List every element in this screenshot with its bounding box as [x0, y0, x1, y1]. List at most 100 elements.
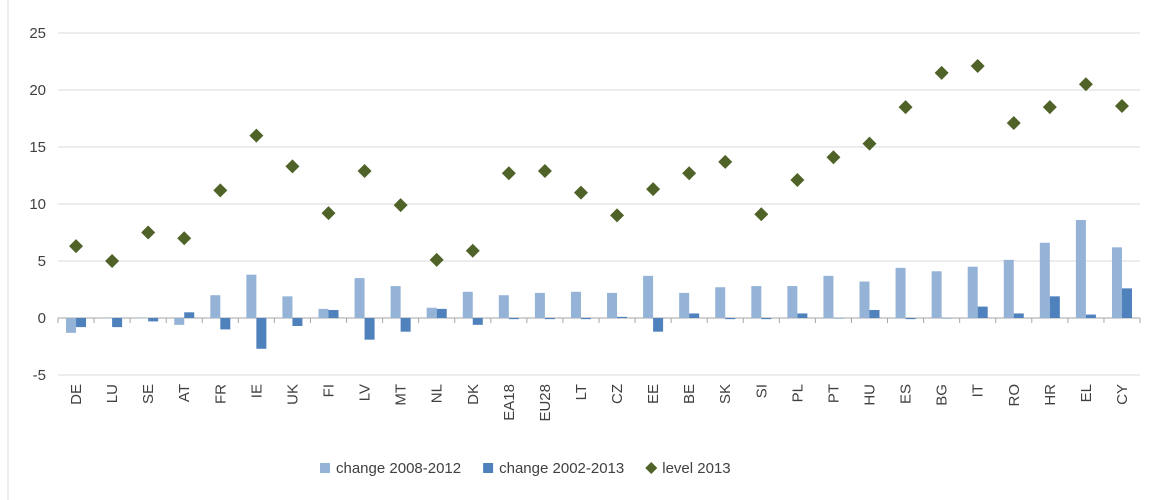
bar-change-2002-2013	[977, 306, 988, 318]
x-category-label: ES	[898, 384, 915, 404]
level-2013-point	[177, 231, 192, 246]
bar-change-2002-2013	[1013, 313, 1024, 318]
bar-change-2002-2013	[112, 318, 123, 328]
x-category-label: RO	[1006, 384, 1023, 407]
bar-change-2002-2013	[436, 308, 447, 318]
bar-change-2008-2012	[210, 295, 221, 318]
level-2013-point	[718, 154, 733, 169]
x-category-label: IT	[970, 384, 987, 397]
bar-change-2002-2013	[580, 318, 591, 320]
x-category-label: LT	[573, 384, 590, 400]
bar-change-2008-2012	[174, 318, 185, 325]
bar-change-2008-2012	[354, 278, 365, 318]
bar-change-2002-2013	[797, 313, 808, 318]
y-tick-label: 10	[29, 196, 46, 213]
bar-change-2002-2013	[400, 318, 411, 332]
bar-change-2008-2012	[1111, 247, 1122, 318]
bar-change-2008-2012	[390, 286, 401, 318]
bar-change-2002-2013	[761, 318, 772, 320]
bar-change-2008-2012	[823, 275, 834, 318]
level-markers	[69, 59, 1129, 268]
bar-change-2002-2013	[617, 316, 628, 318]
x-category-label: FI	[321, 384, 338, 397]
bar-change-2008-2012	[570, 291, 581, 318]
legend-label: change 2002-2013	[499, 460, 624, 477]
bar-change-2008-2012	[1039, 242, 1050, 318]
x-category-label: NL	[429, 384, 446, 403]
x-category-label: LU	[104, 384, 121, 403]
level-2013-point	[754, 207, 769, 222]
bar-change-2008-2012	[751, 286, 762, 318]
y-tick-label: 5	[38, 253, 46, 270]
legend: change 2008-2012 change 2002-2013 level 20…	[320, 460, 731, 477]
level-2013-point	[537, 163, 552, 178]
legend-label: level 2013	[662, 460, 730, 477]
level-2013-point	[357, 163, 372, 178]
bar-change-2002-2013	[76, 318, 87, 328]
y-tick-label: -5	[33, 367, 46, 384]
x-category-label: AT	[176, 384, 193, 402]
bar-change-2002-2013	[1049, 296, 1060, 318]
bar-change-2002-2013	[544, 318, 555, 320]
bar-change-2002-2013	[364, 318, 375, 340]
bar-change-2008-2012	[498, 295, 509, 318]
bar-change-2008-2012	[715, 287, 726, 318]
level-2013-point	[682, 166, 697, 181]
bar-change-2002-2013	[1085, 314, 1096, 318]
bar-change-2002-2013	[905, 318, 916, 320]
y-tick-label: 0	[38, 310, 46, 327]
x-category-label: SK	[717, 384, 734, 404]
bar-change-2002-2013	[292, 318, 303, 326]
level-2013-point	[501, 166, 516, 181]
level-2013-point	[285, 159, 300, 174]
x-category-label: EA18	[501, 384, 518, 421]
bar-change-2008-2012	[534, 292, 545, 318]
bar-change-2002-2013	[508, 318, 519, 320]
level-2013-point	[1114, 98, 1129, 113]
x-category-label: LV	[357, 384, 374, 401]
level-2013-point	[321, 206, 336, 221]
legend-swatch	[645, 462, 658, 474]
bar-change-2002-2013	[220, 318, 231, 330]
x-category-label: DK	[465, 384, 482, 405]
level-2013-point	[249, 128, 264, 143]
bar-change-2008-2012	[462, 291, 473, 318]
bar-change-2008-2012	[66, 318, 77, 333]
x-category-label: UK	[284, 384, 301, 405]
bar-change-2008-2012	[679, 292, 690, 318]
x-category-label: BG	[934, 384, 951, 406]
level-2013-point	[646, 182, 661, 197]
x-category-label: SI	[753, 384, 770, 398]
bar-change-2002-2013	[148, 318, 159, 322]
legend-swatch	[320, 463, 330, 473]
y-tick-label: 20	[29, 82, 46, 99]
x-category-label: HR	[1042, 384, 1059, 406]
bar-change-2002-2013	[1121, 288, 1132, 318]
bars	[66, 219, 1132, 349]
bar-change-2008-2012	[787, 286, 798, 318]
bar-change-2002-2013	[869, 310, 880, 318]
bar-change-2008-2012	[246, 274, 257, 318]
level-2013-point	[1078, 77, 1093, 92]
level-2013-point	[393, 198, 408, 213]
x-category-label: PL	[789, 384, 806, 402]
bar-change-2008-2012	[138, 318, 149, 319]
bar-change-2008-2012	[102, 318, 113, 319]
level-2013-point	[105, 254, 120, 268]
x-category-label: DE	[68, 384, 85, 405]
level-2013-point	[1042, 100, 1057, 115]
level-2013-point	[790, 173, 805, 188]
bar-change-2002-2013	[328, 310, 339, 318]
level-2013-point	[573, 185, 588, 200]
x-category-label: PT	[825, 384, 842, 403]
level-2013-point	[69, 239, 84, 254]
level-2013-point	[141, 225, 156, 240]
bar-change-2002-2013	[689, 313, 700, 318]
x-category-label: FR	[212, 384, 229, 404]
x-category-label: CY	[1114, 384, 1131, 405]
level-2013-point	[465, 243, 480, 258]
x-category-label: SE	[140, 384, 157, 404]
legend-swatch	[483, 463, 494, 473]
